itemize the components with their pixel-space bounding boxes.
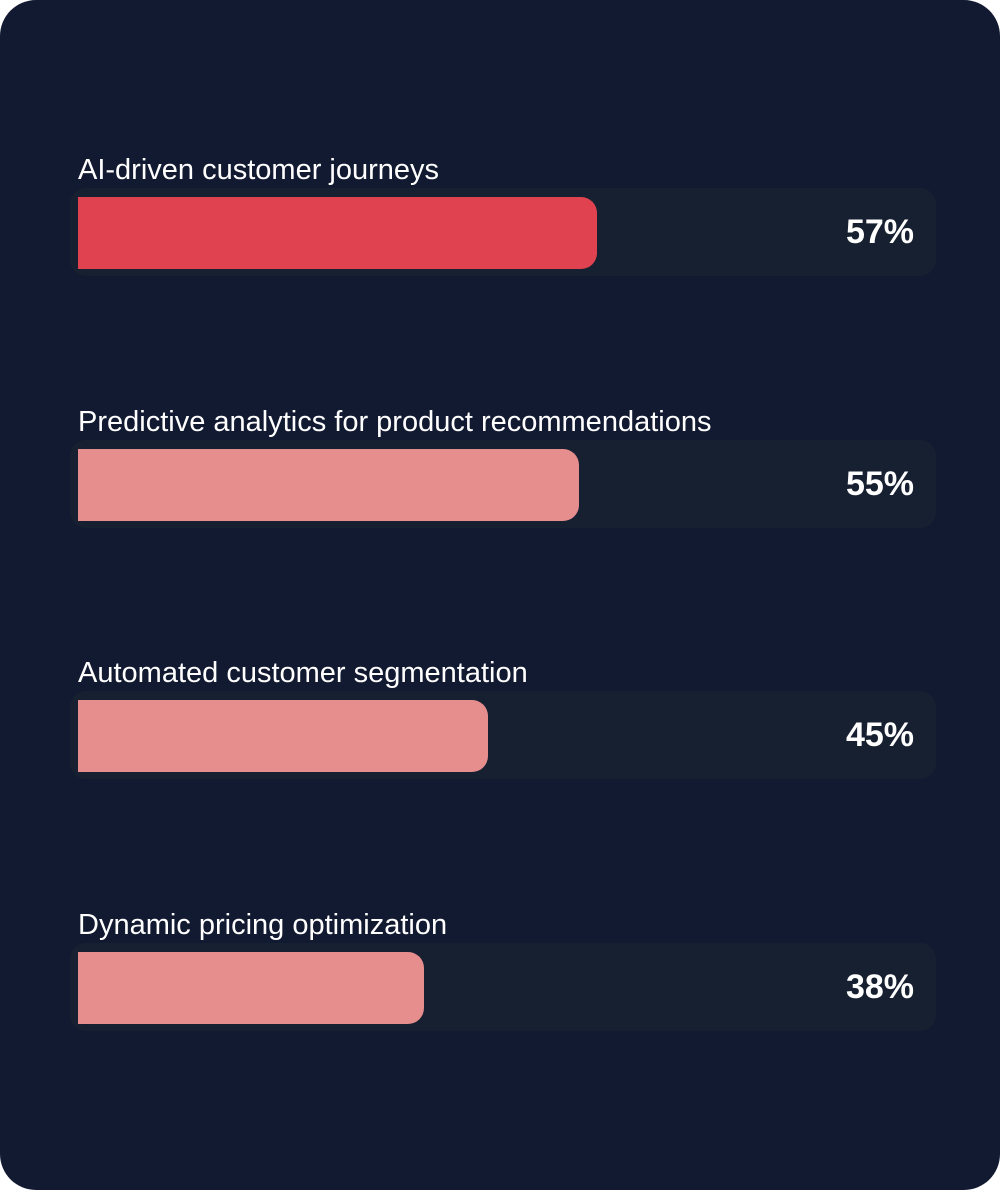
bar-value-label: 57% — [845, 213, 914, 251]
bar-track: 38% — [70, 942, 936, 1031]
bar-track: 57% — [70, 188, 936, 276]
bar-value-label: 55% — [845, 464, 914, 503]
bar-category-label: AI-driven customer journeys — [78, 154, 440, 186]
bar-track: 55% — [70, 439, 936, 528]
bar-fill — [78, 197, 597, 269]
bar-value-label: 38% — [845, 967, 914, 1006]
bar-category-label: Automated customer segmentation — [78, 657, 528, 689]
bar-track: 45% — [70, 691, 936, 779]
bar-category-label: Predictive analytics for product recomme… — [78, 405, 712, 438]
bar-fill — [78, 951, 424, 1024]
bar-fill — [78, 448, 579, 521]
bar-value-label: 45% — [845, 716, 914, 754]
bar-category-label: Dynamic pricing optimization — [78, 908, 448, 941]
bar-fill — [78, 700, 488, 772]
